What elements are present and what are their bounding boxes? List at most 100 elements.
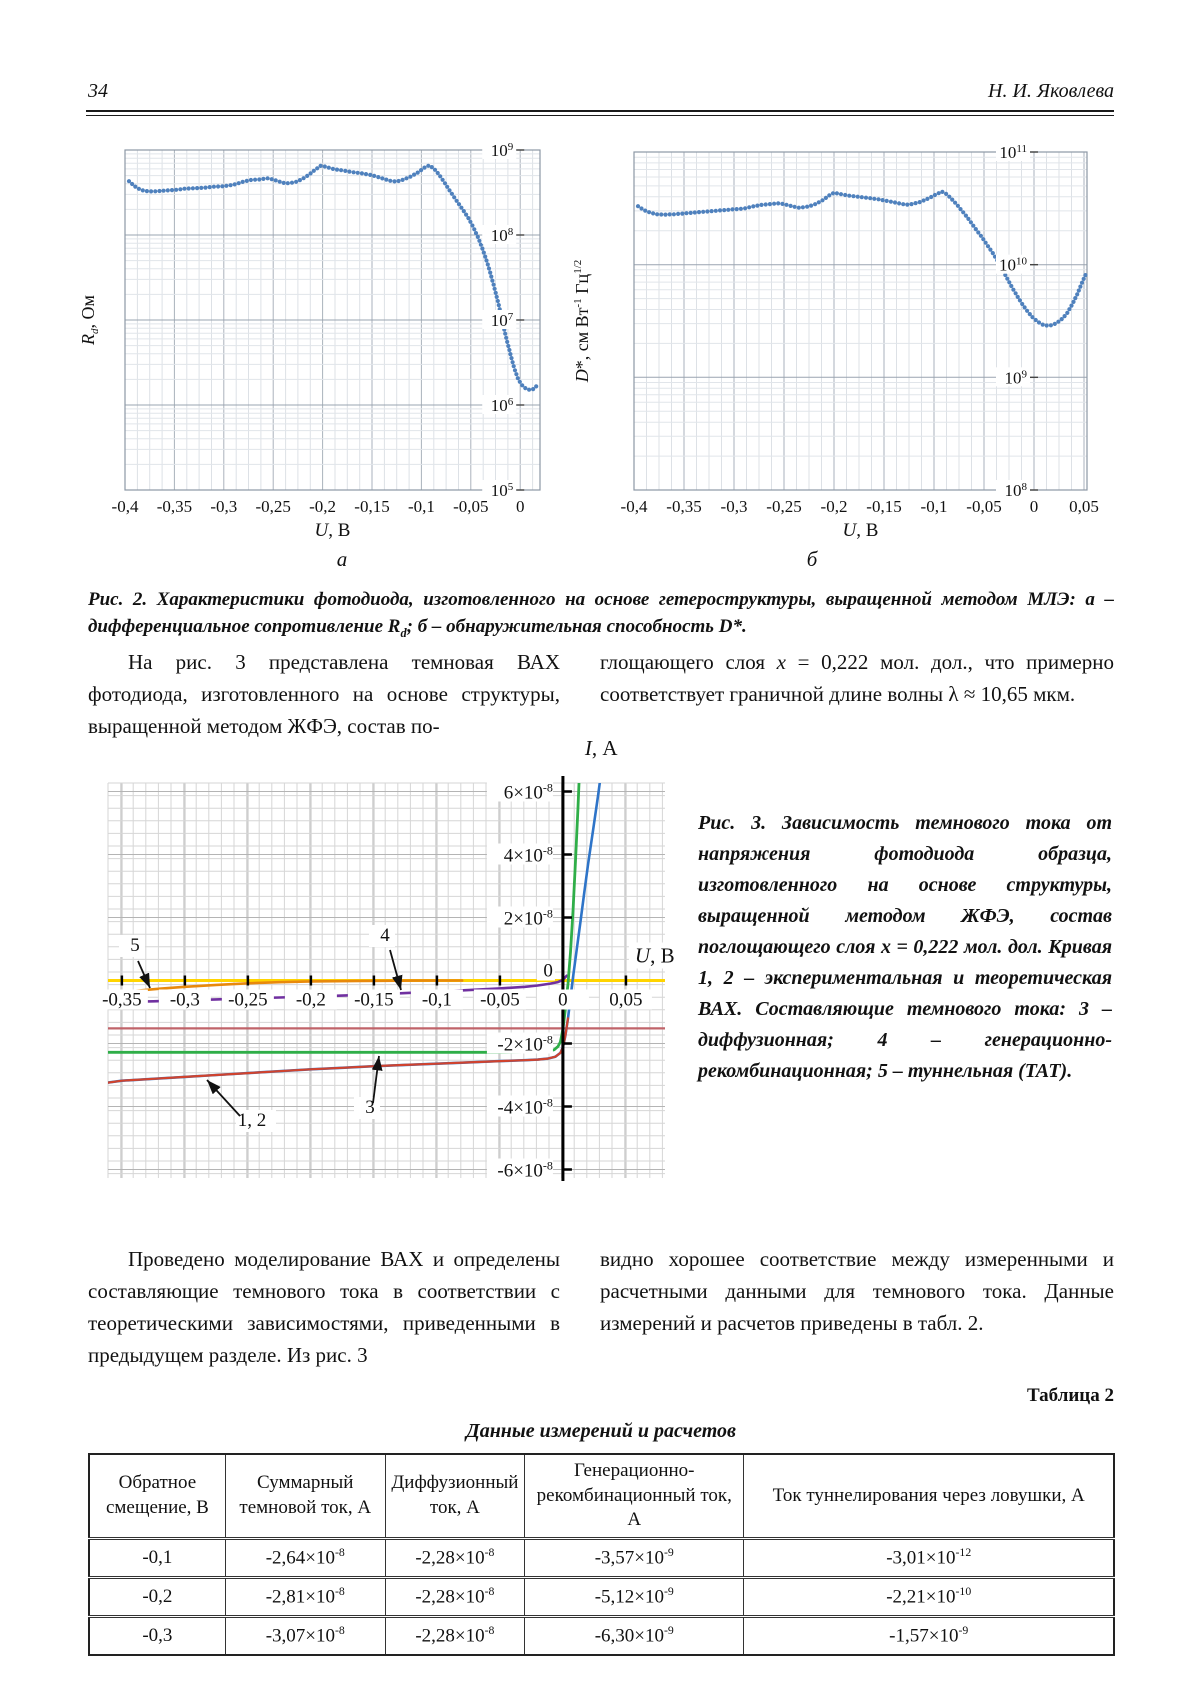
series-line — [108, 1017, 570, 1084]
table2-header-cell: Диффузионный ток, А — [384, 1453, 526, 1540]
table-cell: -0,2 — [88, 1576, 226, 1618]
svg-text:105: 105 — [491, 481, 514, 500]
table2-title: Данные измерений и расчетов — [466, 1420, 736, 1442]
table2-header-row: Обратное смещение, В Суммарный темновой т… — [88, 1453, 1115, 1540]
table2-label: Таблица 2 — [1026, 1385, 1114, 1406]
svg-text:U, В: U, В — [843, 520, 879, 541]
table2-header-cell: Ток туннелирования через ловушки, А — [743, 1453, 1115, 1540]
subfigure-label: а — [337, 547, 348, 571]
svg-text:-0,05: -0,05 — [966, 497, 1001, 516]
table2: Обратное смещение, В Суммарный темновой т… — [88, 1453, 1115, 1657]
paragraph2-right: видно хорошее соответствие между измерен… — [600, 1247, 1114, 1335]
page-number: 34 — [88, 80, 108, 102]
svg-text:1010: 1010 — [999, 256, 1028, 275]
curve-annotations: 5 4 1, 2 3 — [119, 925, 403, 1132]
svg-text:0,05: 0,05 — [1069, 497, 1099, 516]
svg-text:-6×10-8: -6×10-8 — [497, 1158, 553, 1181]
table2-body: -0,1 -2,64×10-8 -2,28×10-8 -3,57×10-9 -3,01×… — [88, 1537, 1115, 1656]
svg-text:108: 108 — [1005, 481, 1028, 500]
svg-text:-0,25: -0,25 — [766, 497, 801, 516]
svg-text:-0,3: -0,3 — [210, 497, 237, 516]
svg-text:-0,3: -0,3 — [170, 990, 200, 1011]
table-row: -0,3 -3,07×10-8 -2,28×10-8 -6,30×10-9 -1,57×… — [88, 1615, 1115, 1656]
svg-text:0: 0 — [558, 990, 568, 1011]
paragraph1-right: глощающего слоя x = 0,222 мол. дол., что… — [600, 650, 1114, 706]
table-cell: -5,12×10-9 — [524, 1576, 745, 1618]
svg-text:-0,1: -0,1 — [408, 497, 435, 516]
svg-text:I, А: I, А — [584, 736, 619, 760]
table-cell: -2,81×10-8 — [224, 1576, 386, 1618]
svg-text:107: 107 — [491, 311, 514, 330]
scatter-series — [635, 189, 1088, 328]
svg-text:-0,1: -0,1 — [921, 497, 948, 516]
svg-text:6×10-8: 6×10-8 — [504, 781, 553, 804]
svg-text:-0,25: -0,25 — [228, 990, 268, 1011]
table-cell: -0,1 — [88, 1537, 226, 1579]
svg-text:109: 109 — [491, 141, 514, 160]
svg-text:U, В: U, В — [635, 944, 675, 968]
svg-text:-0,2: -0,2 — [821, 497, 848, 516]
page-author: Н. И. Яковлева — [988, 80, 1114, 102]
paragraph1-left: На рис. 3 представлена темновая ВАХ фото… — [88, 650, 560, 738]
table-cell: -2,28×10-8 — [384, 1615, 526, 1656]
table2-header-cell: Генерационно-рекомбинационный ток, А — [524, 1453, 745, 1540]
table-cell: -2,28×10-8 — [384, 1576, 526, 1618]
grid — [124, 149, 540, 491]
axes — [120, 776, 628, 1181]
table-cell: -0,3 — [88, 1615, 226, 1656]
svg-text:108: 108 — [491, 226, 514, 245]
svg-text:Rd, Ом: Rd, Ом — [80, 295, 101, 346]
axis-labels: 1011 1010 109 108 -0,4 -0,35 -0,3 -0,25 -0,2 -0,1… — [572, 142, 1099, 571]
table-cell: -3,01×10-12 — [743, 1537, 1115, 1579]
svg-text:0: 0 — [516, 497, 525, 516]
fig2b-chart: 1011 1010 109 108 -0,4 -0,35 -0,3 -0,25 -0,2 -0,1… — [572, 142, 1099, 571]
plot-frame — [124, 149, 541, 491]
fig2-caption: Рис. 2. Характеристики фотодиода, изгото… — [88, 589, 1114, 640]
table-cell: -3,07×10-8 — [224, 1615, 386, 1656]
subfigure-label: б — [807, 547, 819, 571]
svg-text:D*, см Вт-1 Гц1/2: D*, см Вт-1 Гц1/2 — [572, 260, 592, 384]
svg-text:-4×10-8: -4×10-8 — [497, 1095, 553, 1118]
curve-number-label: 1, 2 — [238, 1110, 267, 1131]
svg-text:109: 109 — [1005, 368, 1028, 387]
svg-text:-0,35: -0,35 — [157, 497, 192, 516]
table-cell: -1,57×10-9 — [743, 1615, 1115, 1656]
axis-labels: 6×10-8 4×10-8 2×10-8 -2×10-8 -4×10-8 -6×10-8 0… — [95, 736, 679, 1181]
table-row: -0,1 -2,64×10-8 -2,28×10-8 -3,57×10-9 -3,01×… — [88, 1537, 1115, 1579]
paragraph2-left: Проведено моделирование ВАХ и определены… — [88, 1247, 560, 1367]
fig3-chart: 6×10-8 4×10-8 2×10-8 -2×10-8 -4×10-8 -6×10-8 0… — [95, 736, 679, 1181]
curve-number-label: 4 — [380, 925, 390, 946]
table2-header-cell: Суммарный темновой ток, А — [224, 1453, 386, 1540]
svg-text:-0,3: -0,3 — [721, 497, 748, 516]
table-row: -0,2 -2,81×10-8 -2,28×10-8 -5,12×10-9 -2,21×… — [88, 1576, 1115, 1618]
svg-text:106: 106 — [491, 396, 514, 415]
axis-labels: 109 108 107 106 105 -0,4 -0,35 -0,3 -0,25 -0,2 -0,… — [80, 140, 524, 571]
svg-text:-0,35: -0,35 — [102, 990, 142, 1011]
fig3-caption: Рис. 3. Зависимость темнового тока от на… — [698, 812, 1112, 1082]
svg-text:-0,15: -0,15 — [354, 990, 394, 1011]
fig2a-chart: 109 108 107 106 105 -0,4 -0,35 -0,3 -0,25 -0,2 -0,… — [80, 140, 541, 571]
svg-text:-2×10-8: -2×10-8 — [497, 1032, 553, 1055]
svg-text:0,05: 0,05 — [609, 990, 642, 1011]
table-cell: -2,28×10-8 — [384, 1537, 526, 1579]
curve-number-label: 5 — [130, 935, 140, 956]
plot-frame — [633, 151, 1088, 491]
grid — [633, 151, 1087, 491]
svg-text:2×10-8: 2×10-8 — [504, 907, 553, 930]
table-cell: -2,64×10-8 — [224, 1537, 386, 1579]
curve-number-label: 3 — [365, 1097, 375, 1118]
svg-text:-0,4: -0,4 — [621, 497, 648, 516]
svg-text:U, В: U, В — [315, 520, 351, 541]
svg-text:0: 0 — [1030, 497, 1039, 516]
svg-text:-0,4: -0,4 — [112, 497, 139, 516]
svg-text:-0,35: -0,35 — [666, 497, 701, 516]
table-cell: -6,30×10-9 — [524, 1615, 745, 1656]
svg-text:-0,1: -0,1 — [422, 990, 452, 1011]
svg-text:-0,05: -0,05 — [480, 990, 520, 1011]
scatter-series — [126, 163, 539, 392]
table2-header-cell: Обратное смещение, В — [88, 1453, 226, 1540]
svg-text:-0,2: -0,2 — [309, 497, 336, 516]
svg-text:4×10-8: 4×10-8 — [504, 844, 553, 867]
svg-text:-0,25: -0,25 — [255, 497, 290, 516]
